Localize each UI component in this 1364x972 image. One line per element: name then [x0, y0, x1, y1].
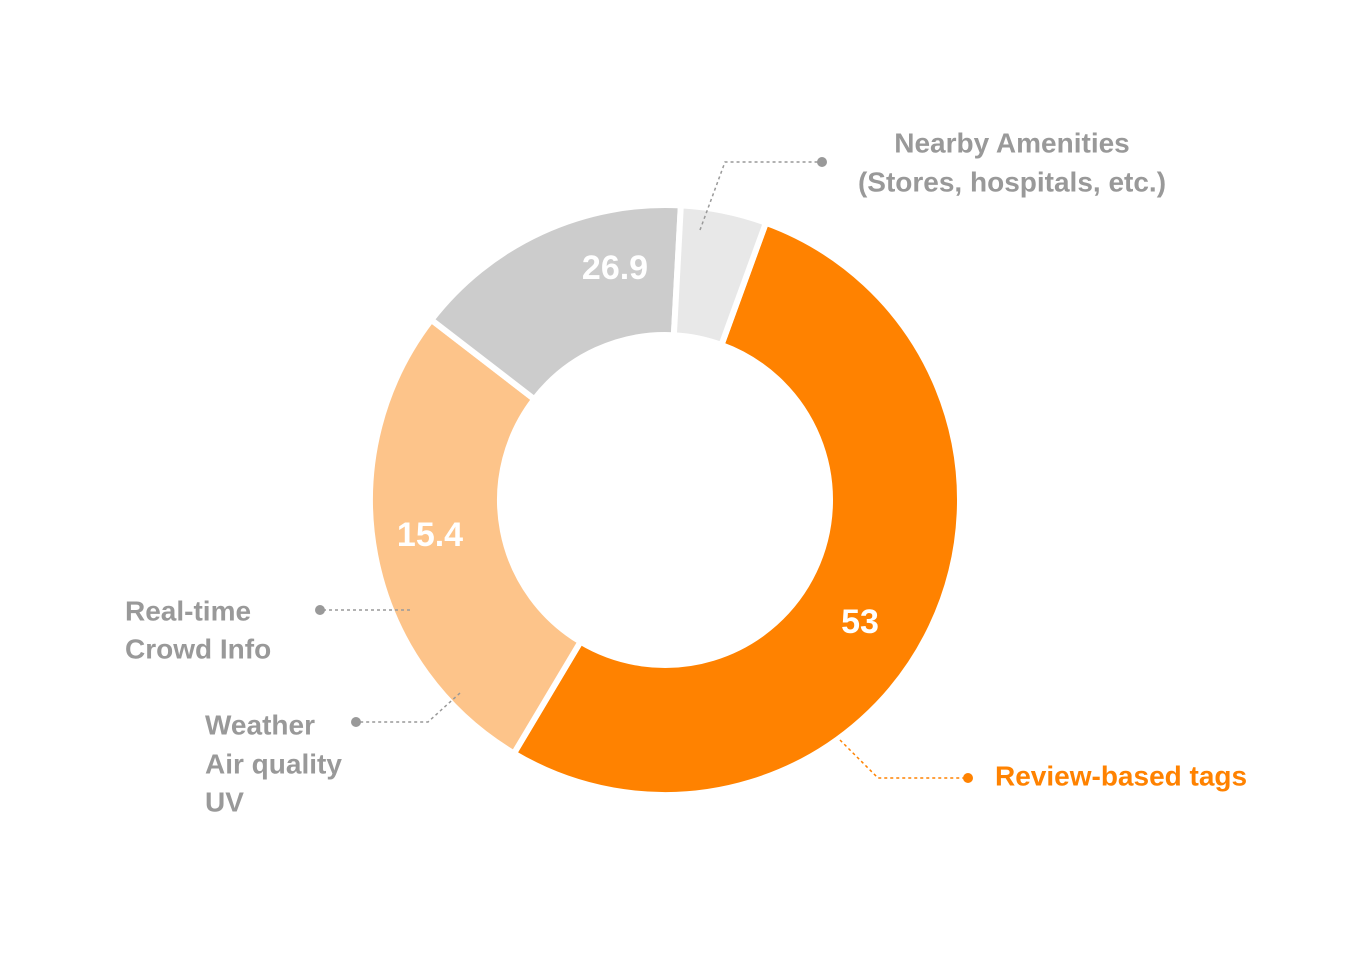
value-label: 15.4	[397, 516, 463, 554]
leader-line	[699, 161, 822, 231]
leader-dot	[351, 717, 361, 727]
leader-line	[839, 739, 968, 779]
category-label: Crowd Info	[125, 633, 271, 664]
leader-line	[356, 692, 461, 723]
category-label: Air quality	[205, 748, 342, 779]
category-label: Real-time	[125, 595, 251, 626]
category-label: Weather	[205, 709, 315, 740]
donut-slice	[510, 219, 963, 798]
donut-slice	[367, 316, 584, 757]
category-label: Review-based tags	[995, 760, 1247, 791]
donut-slice	[670, 202, 769, 348]
value-label: 26.9	[582, 249, 648, 287]
category-label: Nearby Amenities	[894, 127, 1130, 158]
leader-dot	[963, 773, 973, 783]
category-label: UV	[205, 786, 244, 817]
category-label: (Stores, hospitals, etc.)	[858, 166, 1166, 197]
leader-dot	[817, 157, 827, 167]
value-label: 53	[841, 603, 879, 641]
leader-dot	[315, 605, 325, 615]
donut-slice	[428, 202, 684, 403]
